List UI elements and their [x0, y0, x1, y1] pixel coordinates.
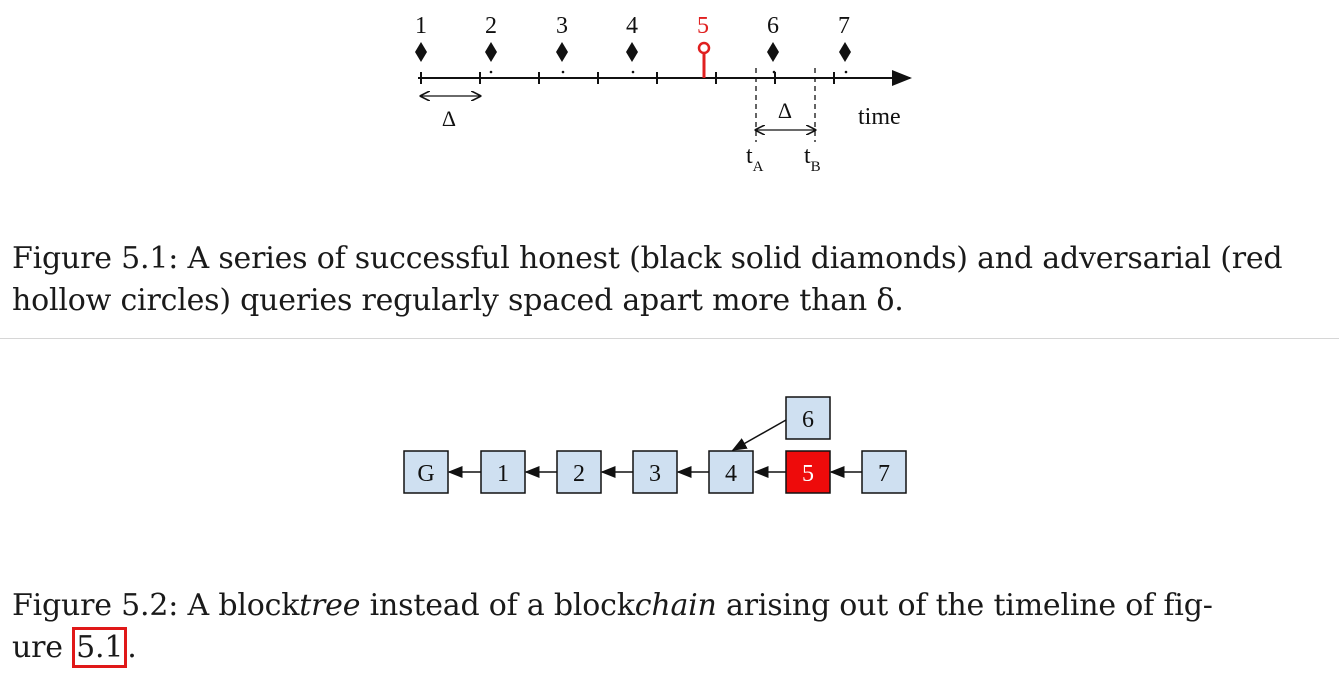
blocktree-figure: G 1 2 3 4 5 7 6 [403, 396, 907, 494]
block-4: 4 [708, 450, 754, 494]
caption-part-2: instead of a block [360, 588, 635, 623]
figure-5-1-caption: Figure 5.1: A series of successful hones… [12, 238, 1330, 322]
query-label-7: 7 [838, 13, 850, 39]
caption-end: . [127, 630, 137, 665]
caption-part-3: arising out of the timeline of fig- [716, 588, 1213, 623]
svg-text:5: 5 [802, 461, 814, 487]
timeline-figure: 1 2 3 4 5 6 7 Δ Δ time tA tB [415, 13, 912, 175]
delta-window-label: Δ [778, 98, 792, 123]
caption-italic-chain: chain [634, 588, 717, 623]
chain-links [447, 419, 862, 478]
section-divider [0, 338, 1339, 339]
block-3: 3 [632, 450, 678, 494]
caption-text: A series of successful honest (black sol… [12, 241, 1283, 318]
time-axis-label: time [858, 104, 901, 130]
query-label-2: 2 [485, 13, 497, 39]
figure-5-2-caption: Figure 5.2: A blocktree instead of a blo… [12, 585, 1330, 669]
query-label-1: 1 [415, 13, 427, 39]
tb-label: tB [804, 143, 821, 175]
query-label-4: 4 [626, 13, 638, 39]
block-5-adversarial: 5 [785, 450, 831, 494]
block-1: 1 [480, 450, 526, 494]
block-2: 2 [556, 450, 602, 494]
honest-query-diamonds [415, 42, 851, 62]
block-g: G [403, 450, 449, 494]
caption-prefix: Figure 5.2: [12, 588, 179, 623]
caption-part-4: ure [12, 630, 73, 665]
axis-ticks [420, 72, 835, 84]
caption-italic-tree: tree [299, 588, 361, 623]
query-label-5-adversarial: 5 [697, 13, 709, 39]
query-dots [489, 70, 848, 74]
block-7: 7 [861, 450, 907, 494]
delta-label: Δ [442, 106, 456, 131]
svg-text:7: 7 [878, 461, 890, 487]
block-6-fork: 6 [785, 396, 831, 440]
figure-reference-link[interactable]: 5.1 [72, 627, 128, 668]
caption-part-1: A block [187, 588, 300, 623]
query-label-3: 3 [556, 13, 568, 39]
svg-text:4: 4 [725, 461, 737, 487]
svg-text:2: 2 [573, 461, 585, 487]
svg-text:G: G [417, 461, 434, 487]
query-label-6: 6 [767, 13, 779, 39]
svg-text:3: 3 [649, 461, 661, 487]
caption-prefix: Figure 5.1: [12, 241, 179, 276]
svg-text:6: 6 [802, 407, 814, 433]
adversarial-query-marker [697, 41, 711, 78]
ta-label: tA [746, 143, 764, 175]
svg-text:1: 1 [497, 461, 509, 487]
